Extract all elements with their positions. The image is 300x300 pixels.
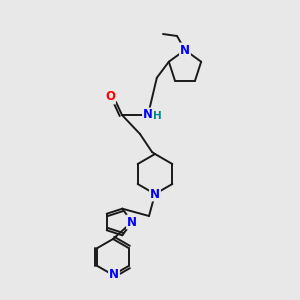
Text: N: N	[180, 44, 190, 56]
Text: N: N	[127, 215, 137, 229]
Text: N: N	[150, 188, 160, 200]
Text: N: N	[109, 268, 119, 281]
Text: O: O	[105, 91, 115, 103]
Text: H: H	[153, 111, 161, 121]
Text: N: N	[143, 109, 153, 122]
